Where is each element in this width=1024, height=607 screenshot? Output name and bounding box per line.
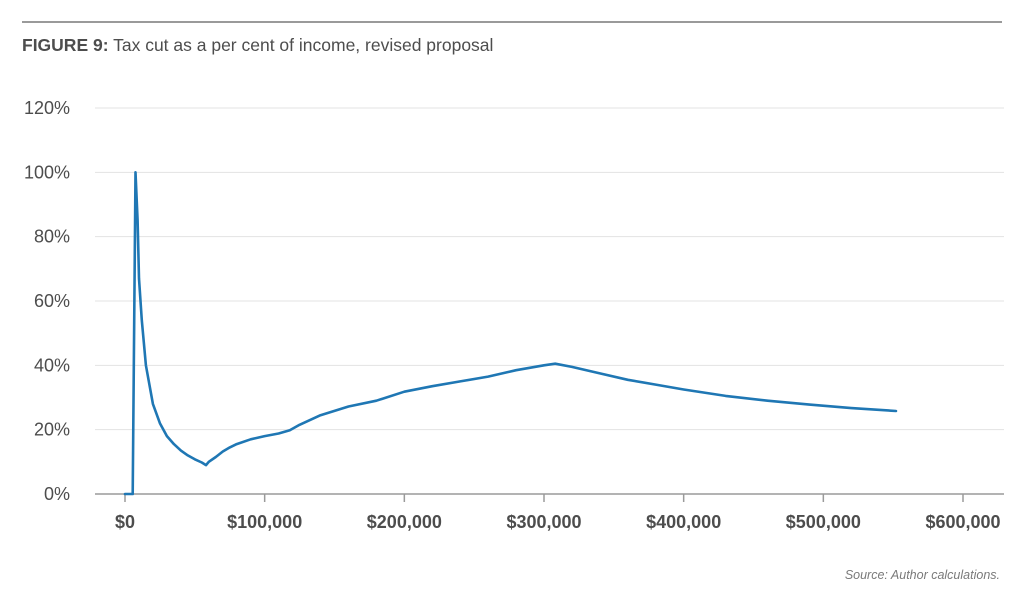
- top-rule: [22, 21, 1002, 23]
- y-tick-label: 20%: [34, 420, 70, 440]
- x-axis: $0 $100,000 $200,000 $300,000 $400,000 $500,0…: [95, 493, 1004, 532]
- x-tick-label: $200,000: [367, 512, 442, 532]
- x-tick-label: $600,000: [925, 512, 1000, 532]
- y-tick-label: 120%: [24, 98, 70, 118]
- y-tick-label: 0%: [44, 484, 70, 504]
- y-tick-label: 80%: [34, 227, 70, 247]
- y-tick-label: 40%: [34, 355, 70, 375]
- y-axis-ticks: 0% 20% 40% 60% 80% 100% 120%: [24, 98, 70, 504]
- x-tick-label: $100,000: [227, 512, 302, 532]
- x-tick-label: $0: [115, 512, 135, 532]
- figure-label: FIGURE 9:: [22, 35, 109, 55]
- gridlines: [95, 107, 1004, 431]
- figure-title: FIGURE 9: Tax cut as a per cent of incom…: [22, 35, 493, 56]
- figure-title-text: Tax cut as a per cent of income, revised…: [108, 35, 494, 55]
- source-note: Source: Author calculations.: [844, 568, 1000, 582]
- x-tick-label: $400,000: [646, 512, 721, 532]
- y-tick-label: 60%: [34, 291, 70, 311]
- y-tick-label: 100%: [24, 162, 70, 182]
- x-tick-label: $500,000: [786, 512, 861, 532]
- x-tick-label: $300,000: [506, 512, 581, 532]
- data-series: [123, 171, 898, 496]
- series-line: [123, 171, 898, 496]
